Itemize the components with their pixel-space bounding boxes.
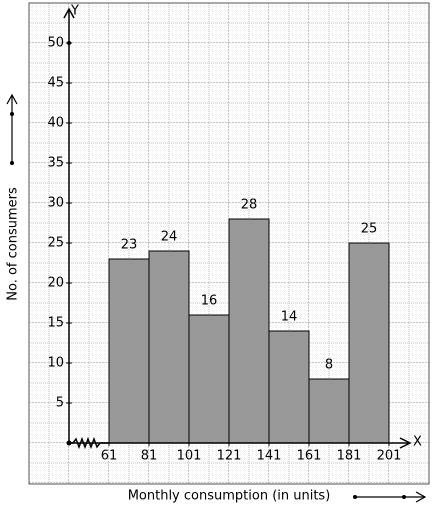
- bar: [308, 378, 350, 444]
- x-tick-label: 61: [101, 449, 118, 464]
- y-axis-name: Y: [70, 4, 79, 19]
- x-arrow: [399, 437, 412, 449]
- y-tick-label: 40: [47, 116, 64, 131]
- x-tick-label: 101: [177, 449, 202, 464]
- x-tick-label: 121: [217, 449, 242, 464]
- bar: [348, 242, 390, 444]
- data-label: 16: [201, 294, 218, 309]
- x-tick-label: 201: [377, 449, 402, 464]
- data-label: 28: [241, 198, 258, 213]
- bottom-arrow-head: [415, 491, 427, 503]
- y-tick-label: 10: [47, 356, 64, 371]
- bar: [228, 218, 270, 444]
- side-arrow-head: [6, 93, 18, 105]
- y-tick-label: 25: [47, 236, 64, 251]
- x-axis-name: X: [413, 435, 422, 450]
- x-tick-label: 181: [337, 449, 362, 464]
- y-tick-label: 15: [47, 316, 64, 331]
- plot: [108, 218, 390, 444]
- y-arrow: [63, 7, 75, 19]
- bar: [268, 330, 310, 444]
- bottom-arrow-dot: [353, 495, 357, 499]
- bar: [148, 250, 190, 444]
- y-tick-label: 50: [47, 36, 64, 51]
- data-label: 25: [361, 222, 378, 237]
- y-tick-label: 30: [47, 196, 64, 211]
- y-tick-label: 20: [47, 276, 64, 291]
- bar: [108, 258, 150, 444]
- x-axis-label: Monthly consumption (in units): [128, 489, 331, 504]
- data-label: 23: [121, 238, 138, 253]
- y-tick-label: 45: [47, 76, 64, 91]
- x-tick-label: 161: [297, 449, 322, 464]
- side-arrow-dot: [10, 161, 14, 165]
- x-tick-label: 141: [257, 449, 282, 464]
- y-tick-label: 5: [56, 396, 64, 411]
- data-label: 8: [325, 358, 333, 373]
- origin: [66, 440, 72, 446]
- axis-break: [69, 436, 109, 450]
- data-label: 14: [281, 310, 298, 325]
- y-tick-label: 35: [47, 156, 64, 171]
- data-label: 24: [161, 230, 178, 245]
- side-arrow-dot: [10, 112, 14, 116]
- bar: [188, 314, 230, 444]
- y-axis-label: No. of consumers: [6, 187, 21, 301]
- bottom-arrow-dot: [402, 495, 406, 499]
- x-tick-label: 81: [141, 449, 158, 464]
